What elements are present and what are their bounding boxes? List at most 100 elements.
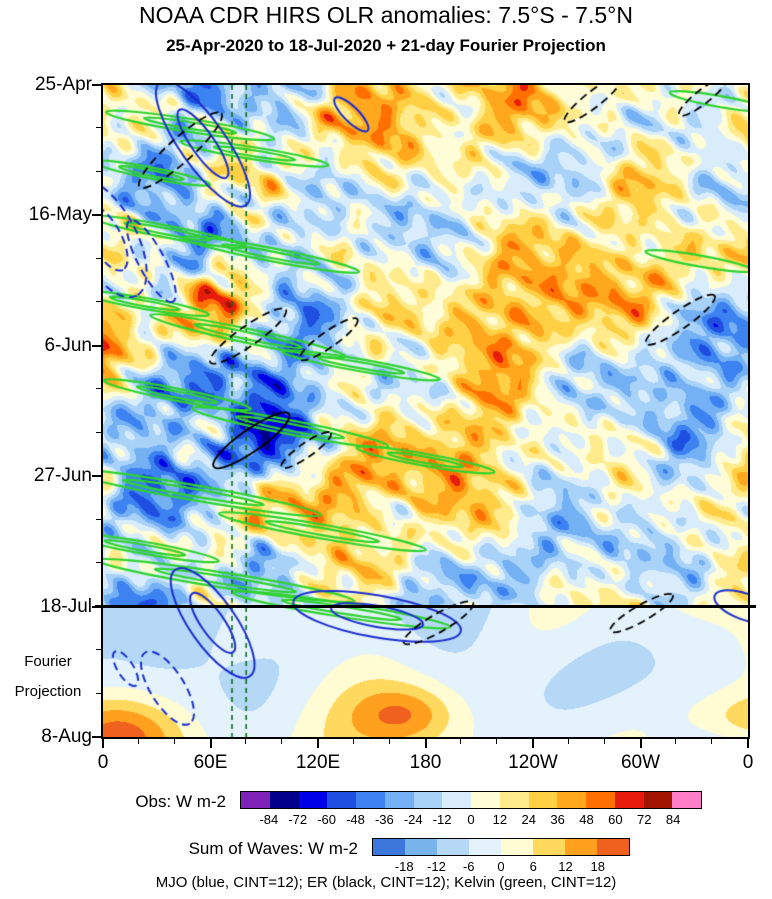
- fourier-label-line2: Projection: [14, 683, 82, 700]
- axis-tick: [92, 344, 101, 347]
- colorbar-tick-label: 6: [529, 859, 537, 874]
- axis-tick: [532, 739, 534, 748]
- axis-tick: [96, 170, 101, 172]
- colorbar-tick-label: -12: [427, 859, 446, 874]
- colorbar-tick-label: -18: [394, 859, 414, 874]
- colorbar-cell: [597, 839, 629, 855]
- y-axis-label: 16-May: [28, 204, 92, 226]
- colorbar-cell: [241, 792, 270, 808]
- x-axis-label: 60E: [193, 752, 228, 773]
- axis-tick: [281, 739, 283, 744]
- colorbar-tick-label: 12: [558, 859, 573, 874]
- colorbar-cell: [533, 839, 565, 855]
- obs-colorbar-label: Obs: W m-2: [135, 792, 226, 811]
- colorbar-tick-label: 18: [590, 859, 605, 874]
- axis-tick: [567, 739, 569, 744]
- colorbar-tick-label: 0: [497, 859, 505, 874]
- hovmoller-field-canvas: [103, 85, 748, 737]
- axis-tick: [460, 739, 462, 744]
- colorbar-tick-label: -6: [462, 859, 475, 874]
- axis-tick: [245, 739, 247, 744]
- colorbar-cell: [471, 792, 500, 808]
- axis-tick: [388, 739, 390, 744]
- axis-tick: [92, 84, 101, 86]
- axis-tick: [92, 736, 101, 738]
- projection-boundary-line: [95, 605, 756, 608]
- axis-tick: [92, 475, 101, 478]
- axis-tick: [96, 649, 101, 651]
- chart-subtitle: 25-Apr-2020 to 18-Jul-2020 + 21-day Four…: [166, 36, 606, 55]
- colorbar-tick-label: -36: [374, 812, 394, 827]
- colorbar-cell: [384, 792, 414, 808]
- colorbar-cell: [614, 792, 644, 808]
- obs-colorbar: [240, 791, 702, 809]
- colorbar-cell: [672, 792, 701, 808]
- axis-tick: [747, 739, 749, 748]
- x-axis-label: 0: [742, 752, 754, 773]
- waves-colorbar-label: Sum of Waves: W m-2: [188, 839, 358, 858]
- axis-tick: [675, 739, 677, 744]
- axis-tick: [102, 739, 104, 748]
- colorbar-cell: [469, 839, 501, 855]
- colorbar-cell: [528, 792, 558, 808]
- colorbar-tick-label: 0: [467, 812, 475, 827]
- colorbar-cell: [565, 839, 597, 855]
- colorbar-tick-label: 72: [637, 812, 652, 827]
- colorbar-tick-label: 36: [550, 812, 565, 827]
- colorbar-cell: [373, 839, 405, 855]
- axis-tick: [317, 739, 319, 748]
- colorbar-tick-label: -12: [432, 812, 452, 827]
- axis-tick: [96, 388, 101, 390]
- waves-colorbar: [372, 838, 630, 856]
- colorbar-tick-label: 24: [521, 812, 536, 827]
- colorbar-cell: [586, 792, 615, 808]
- colorbar-cell: [405, 839, 437, 855]
- colorbar-cell: [356, 792, 385, 808]
- colorbar-tick-label: 60: [608, 812, 623, 827]
- x-axis-label: 180: [409, 752, 442, 773]
- axis-tick: [711, 739, 713, 744]
- axis-tick: [96, 301, 101, 303]
- axis-tick: [209, 739, 212, 748]
- x-axis-label: 120W: [508, 752, 558, 773]
- axis-tick: [96, 518, 101, 520]
- axis-tick: [496, 739, 498, 744]
- axis-tick: [96, 257, 101, 259]
- x-axis-label: 120E: [295, 752, 341, 773]
- axis-tick: [173, 739, 175, 744]
- colorbar-tick-label: 12: [492, 812, 508, 827]
- colorbar-cell: [442, 792, 471, 808]
- axis-tick: [96, 692, 101, 694]
- y-axis-label: 25-Apr: [34, 74, 92, 95]
- colorbar-tick-label: -48: [346, 812, 365, 827]
- axis-tick: [96, 127, 101, 129]
- x-axis-label: 60W: [620, 752, 661, 773]
- axis-tick: [137, 739, 139, 744]
- colorbar-tick-label: -84: [259, 812, 279, 827]
- fourier-label-line1: Fourier: [24, 653, 72, 670]
- axis-tick: [639, 739, 642, 748]
- y-axis-label: 27-Jun: [33, 465, 92, 487]
- colorbar-cell: [327, 792, 356, 808]
- axis-tick: [96, 431, 101, 433]
- wave-legend-caption: MJO (blue, CINT=12); ER (black, CINT=12)…: [155, 874, 617, 891]
- axis-tick: [603, 739, 605, 744]
- colorbar-cell: [413, 792, 443, 808]
- colorbar-cell: [499, 792, 529, 808]
- chart-title: NOAA CDR HIRS OLR anomalies: 7.5°S - 7.5…: [139, 2, 633, 28]
- colorbar-cell: [437, 839, 469, 855]
- colorbar-tick-label: -24: [403, 812, 423, 827]
- y-axis-label: 18-Jul: [40, 595, 92, 617]
- colorbar-cell: [557, 792, 586, 808]
- y-axis-label: 8-Aug: [41, 726, 92, 747]
- colorbar-cell: [269, 792, 299, 808]
- colorbar-cell: [643, 792, 673, 808]
- colorbar-tick-label: -60: [317, 812, 337, 827]
- x-axis-label: 0: [97, 752, 109, 773]
- colorbar-tick-label: 48: [579, 812, 594, 827]
- axis-tick: [96, 562, 101, 564]
- axis-tick: [352, 739, 354, 744]
- colorbar-tick-label: -72: [288, 812, 308, 827]
- y-axis-label: 6-Jun: [44, 334, 92, 356]
